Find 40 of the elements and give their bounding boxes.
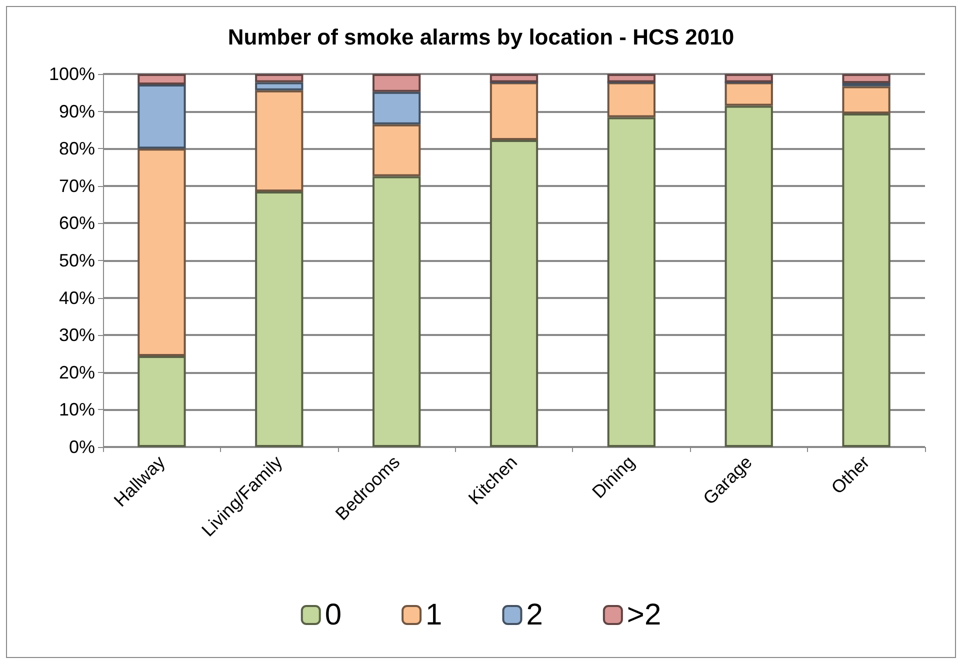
bar [372, 176, 421, 447]
y-tick-label: 40% [58, 288, 95, 308]
bar [138, 356, 186, 447]
bar [490, 74, 538, 82]
bar [255, 90, 304, 192]
legend-label: 2 [526, 598, 543, 632]
bar [138, 148, 186, 356]
legend-label: >2 [626, 598, 662, 632]
bar [372, 124, 421, 176]
y-tick-label: 50% [58, 250, 95, 270]
bar [842, 114, 890, 447]
bar [490, 82, 538, 140]
bar [607, 82, 656, 118]
y-tick-label: 90% [58, 101, 95, 122]
y-tick-label: 100% [48, 64, 95, 84]
y-tick-label: 30% [58, 325, 95, 346]
y-tick-label: 0% [68, 437, 95, 457]
y-tick-label: 60% [58, 213, 95, 234]
bar [490, 140, 538, 447]
bar [372, 74, 421, 92]
bar [842, 86, 890, 114]
bar [255, 74, 304, 82]
bar [724, 74, 773, 82]
y-tick-label: 20% [58, 362, 95, 382]
bar [372, 92, 421, 124]
chart-title: Number of smoke alarms by location - HCS 2010 [228, 24, 734, 50]
legend-label: 1 [426, 598, 442, 632]
bar [724, 106, 773, 447]
bar [842, 74, 890, 83]
bar [138, 84, 186, 149]
y-tick-label: 10% [58, 400, 95, 420]
bar [724, 82, 773, 106]
y-tick-label: 80% [58, 138, 95, 159]
bar [138, 74, 186, 84]
bar [255, 82, 304, 90]
bar [255, 191, 304, 447]
bar [607, 74, 656, 82]
legend-label: 0 [324, 598, 342, 632]
bar [607, 117, 656, 447]
y-tick-label: 70% [58, 176, 95, 196]
